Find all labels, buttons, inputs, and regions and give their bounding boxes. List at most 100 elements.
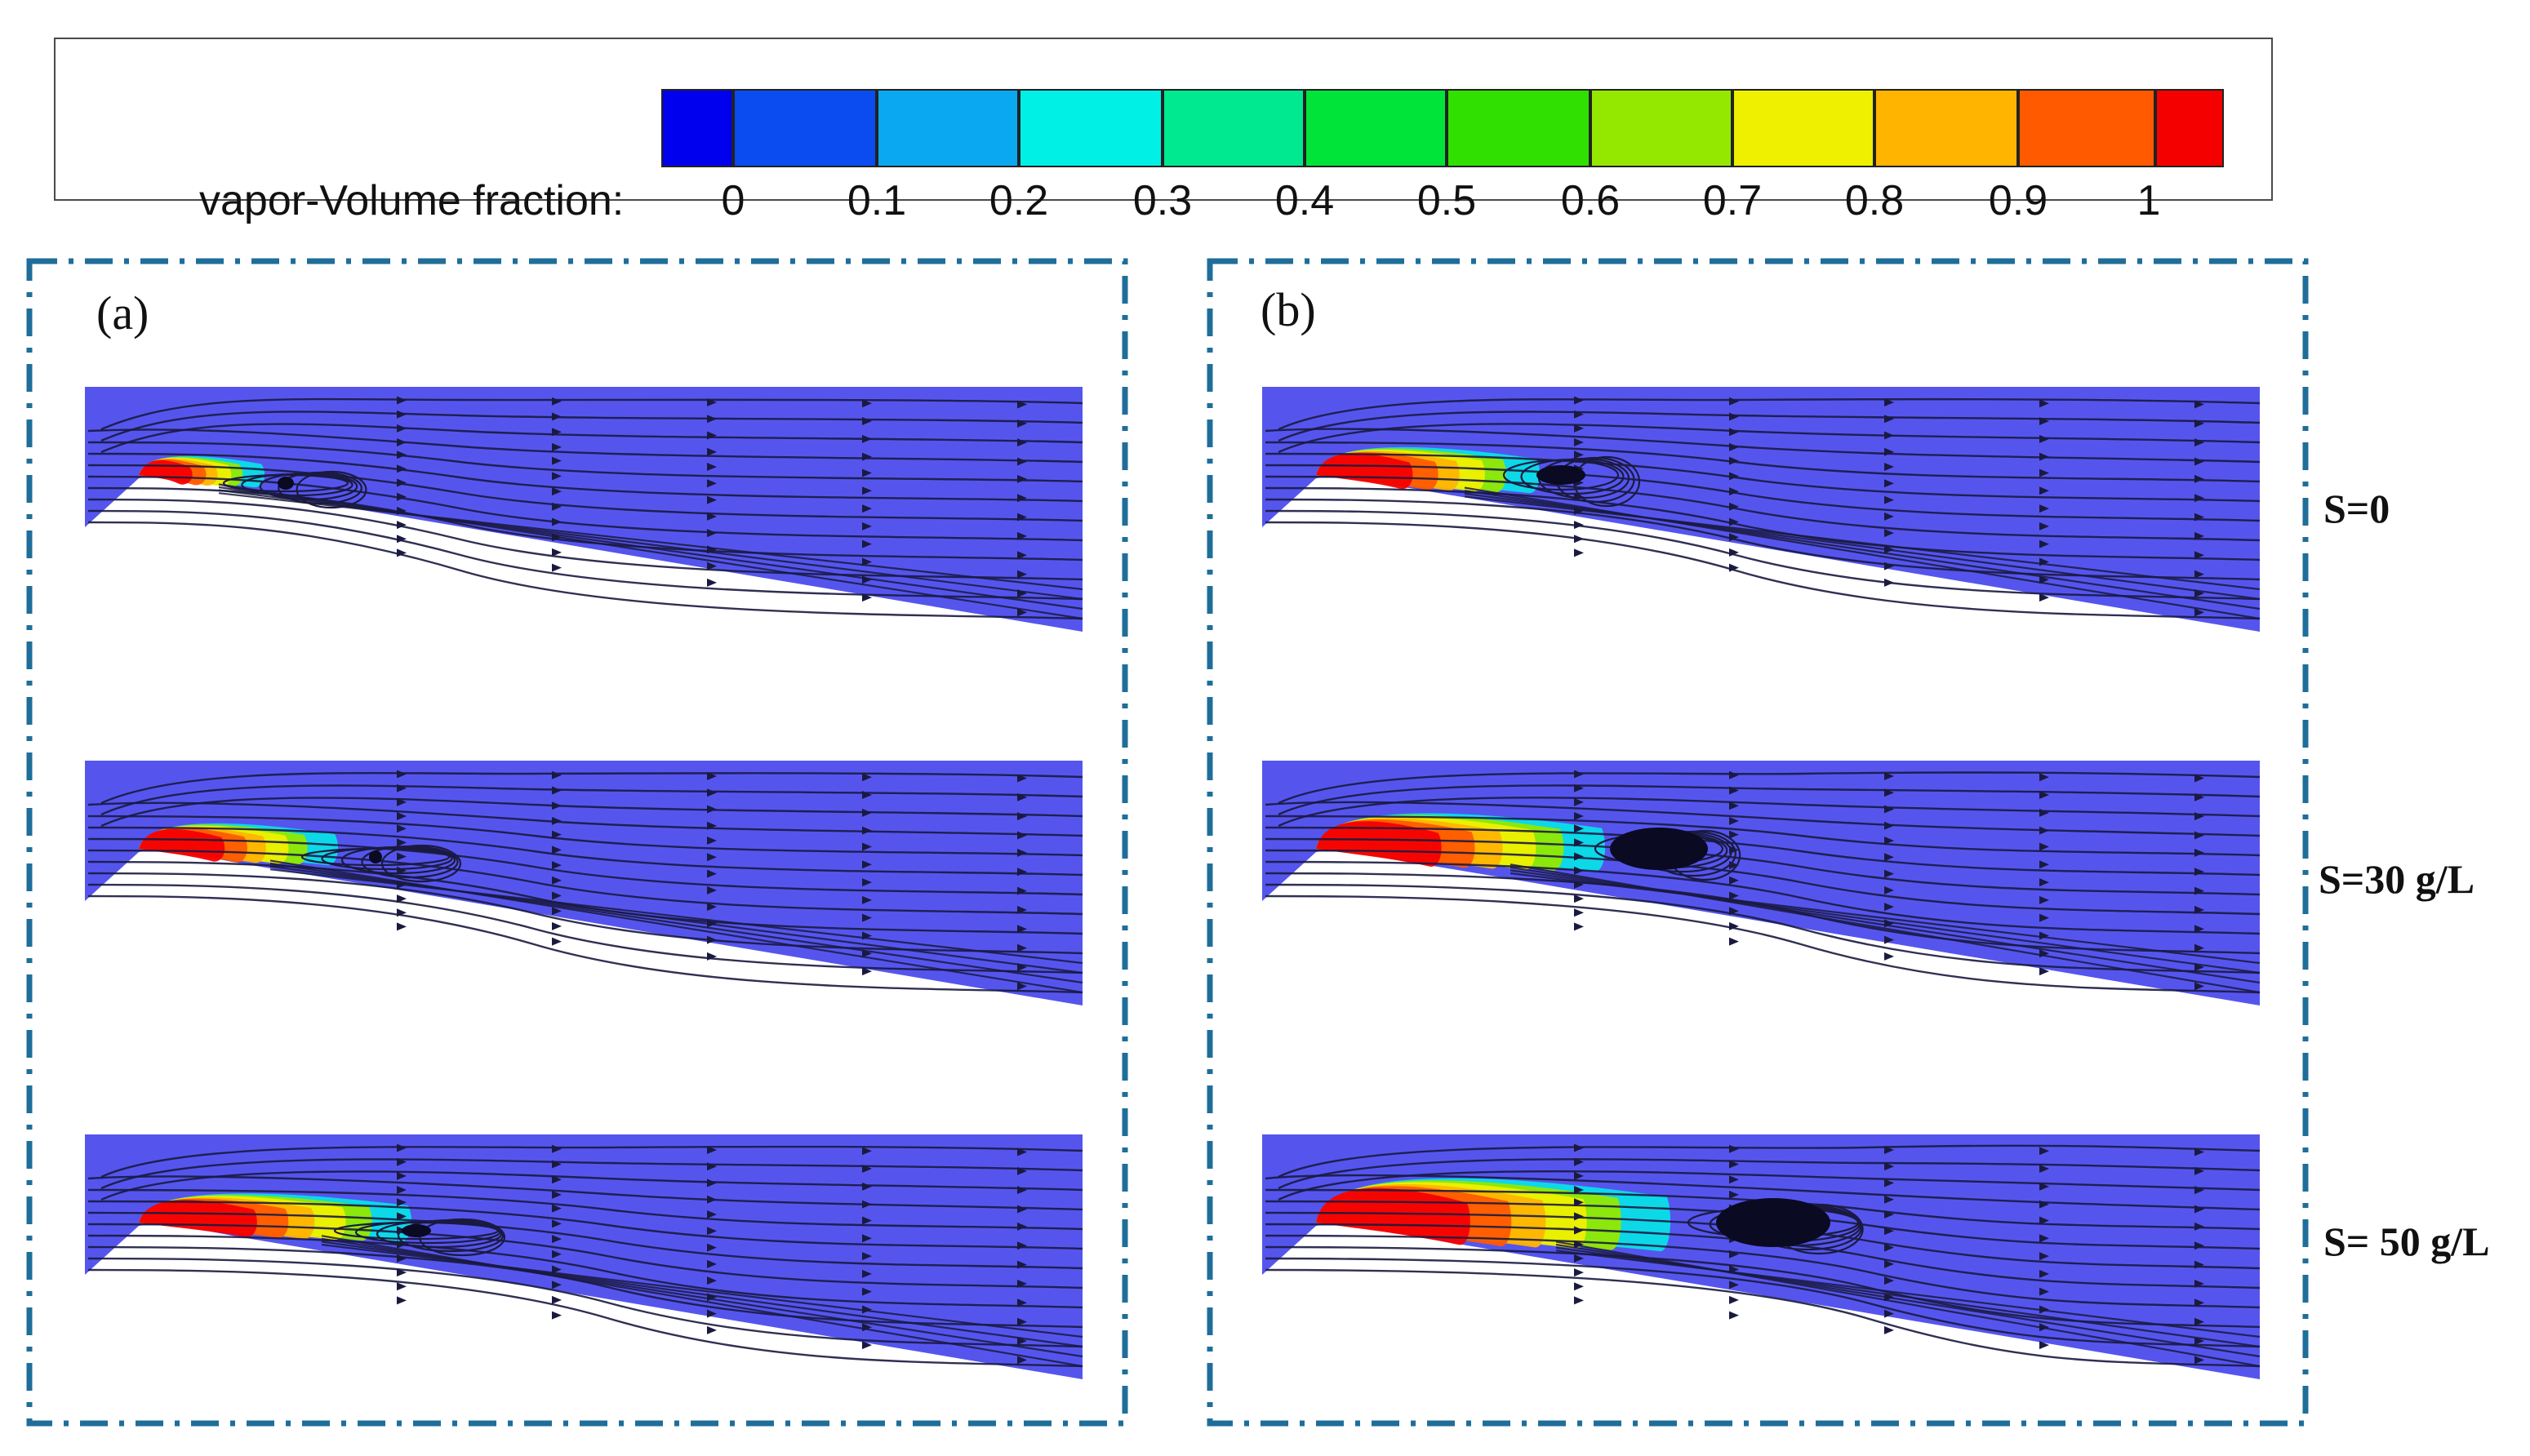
streamline-arrow xyxy=(2194,1298,2204,1307)
condition-label-s50: S= 50 g/L xyxy=(2323,1219,2490,1264)
streamline xyxy=(87,894,1083,994)
streamline-arrow xyxy=(2039,895,2049,904)
streamline-arrow xyxy=(397,521,407,530)
streamline-arrow xyxy=(1884,935,1894,944)
streamline-arrow xyxy=(397,797,407,806)
streamline-arrow xyxy=(707,398,717,407)
streamline xyxy=(87,1257,1083,1348)
colorbar-swatch xyxy=(2018,89,2155,167)
streamline-arrow xyxy=(1017,1147,1027,1156)
streamline-arrow xyxy=(552,472,562,481)
streamline-arrow xyxy=(1729,456,1739,465)
contour-plot-b-s30 xyxy=(1262,761,2261,1005)
contour-plot-a-s30 xyxy=(85,761,1083,1005)
streamline-arrow xyxy=(2039,504,2049,513)
streamline-arrow xyxy=(862,1165,872,1174)
streamline-arrow xyxy=(1017,1222,1027,1231)
streamline xyxy=(1278,1144,2261,1179)
streamline-arrow xyxy=(1017,943,1027,952)
streamline xyxy=(1265,475,2261,542)
streamline-arrow xyxy=(1017,608,1027,617)
streamline-arrow xyxy=(2194,551,2204,560)
streamline xyxy=(100,784,1083,816)
colorbar-swatch xyxy=(2155,89,2224,167)
streamline-arrow xyxy=(2194,925,2204,934)
streamline-arrow xyxy=(397,1296,407,1305)
streamline-arrow xyxy=(1729,533,1739,542)
streamline-arrow xyxy=(1884,479,1894,488)
streamline-arrow xyxy=(862,452,872,461)
streamline xyxy=(87,1234,1083,1309)
vortex-streamline xyxy=(380,844,462,883)
streamline-arrow xyxy=(2194,438,2204,447)
vapor-cavity-layer xyxy=(1316,821,1442,867)
streamline-arrow xyxy=(2039,1165,2049,1174)
streamline xyxy=(1278,1158,2261,1190)
streamline xyxy=(100,1145,1083,1179)
streamline-arrow xyxy=(397,1143,407,1152)
streamline-arrow xyxy=(552,517,562,526)
streamline-arrow xyxy=(707,903,717,912)
streamline-arrow xyxy=(707,886,717,894)
streamline-arrow xyxy=(707,431,717,440)
streamline xyxy=(100,1158,1083,1190)
streamline-arrow xyxy=(1729,1281,1739,1290)
streamline-arrow xyxy=(1017,1186,1027,1195)
streamline-arrow xyxy=(1729,816,1739,825)
streamline-arrow xyxy=(1574,922,1584,931)
streamline-arrow xyxy=(1017,1241,1027,1250)
streamline-arrow xyxy=(397,464,407,473)
colorbar-tick-label: 0.1 xyxy=(847,177,907,224)
streamline-arrow xyxy=(552,502,562,511)
streamline-arrow xyxy=(397,1268,407,1277)
streamline-arrow xyxy=(1574,770,1584,779)
streamline xyxy=(87,1223,1083,1290)
streamline xyxy=(100,797,1083,828)
colorbar-tick-label: 0.3 xyxy=(1132,177,1193,224)
streamline-arrow xyxy=(1574,908,1584,917)
streamline-arrow xyxy=(2194,513,2204,522)
streamline xyxy=(87,521,1083,620)
streamline-arrow xyxy=(862,842,872,851)
streamline-arrow xyxy=(707,1179,717,1187)
streamline-arrow xyxy=(2194,943,2204,952)
streamline-arrow xyxy=(1884,952,1894,961)
streamline-arrow xyxy=(397,922,407,931)
streamline-arrow xyxy=(1017,1356,1027,1365)
streamline-arrow xyxy=(2194,831,2204,840)
streamline-arrow xyxy=(397,396,407,405)
streamline-arrow xyxy=(1729,428,1739,437)
streamline-arrow xyxy=(1017,474,1027,483)
streamline xyxy=(1265,1174,2261,1211)
condition-label-s30: S=30 g/L xyxy=(2319,856,2475,902)
streamline-arrow xyxy=(1884,1210,1894,1219)
streamline xyxy=(100,772,1083,805)
wall-streamline xyxy=(218,492,1083,591)
streamline-arrow xyxy=(707,1227,717,1236)
streamline-arrow xyxy=(707,463,717,472)
streamline xyxy=(1265,509,2261,601)
streamline-arrow xyxy=(397,478,407,487)
colorbar-title: vapor-Volume fraction: xyxy=(199,177,625,224)
streamline-arrow xyxy=(2039,791,2049,800)
streamline-arrow xyxy=(1017,792,1027,801)
streamline-arrow xyxy=(1729,891,1739,900)
streamline-arrow xyxy=(1017,868,1027,877)
streamline-arrow xyxy=(1574,451,1584,459)
streamline-arrow xyxy=(707,415,717,424)
streamline-arrow xyxy=(1729,1311,1739,1320)
streamline-arrow xyxy=(397,451,407,459)
streamline xyxy=(87,1268,1083,1368)
streamline-arrow xyxy=(862,1182,872,1191)
streamline-arrow xyxy=(707,788,717,797)
streamline-arrow xyxy=(1017,982,1027,991)
wall-streamline xyxy=(1555,1250,2261,1338)
streamline xyxy=(1278,397,2261,431)
streamline-arrow xyxy=(862,1341,872,1350)
colorbar-swatch xyxy=(1590,89,1732,167)
streamline-arrow xyxy=(552,1175,562,1184)
streamline-arrow xyxy=(1729,1175,1739,1184)
streamline-arrow xyxy=(397,492,407,501)
streamline xyxy=(1265,464,2261,522)
streamline-arrow xyxy=(1017,494,1027,503)
